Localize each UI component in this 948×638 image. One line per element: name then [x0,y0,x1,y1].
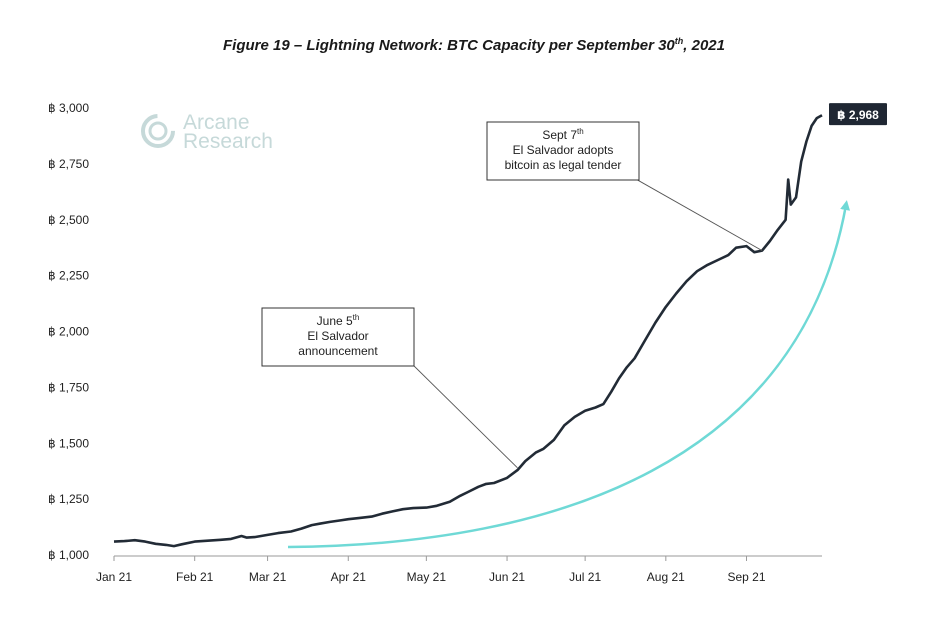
x-axis: Jan 21 Feb 21 Mar 21 Apr 21 May 21 Jun 21 Jul … [96,555,822,584]
y-tick-label: ฿ 2,000 [48,325,89,339]
annotation-line: bitcoin as legal tender [505,158,622,172]
value-badge-label: ฿ 2,968 [837,108,879,122]
annotation-line: announcement [298,344,378,358]
y-tick-label: ฿ 3,000 [48,101,89,115]
x-tick-label: Aug 21 [647,570,685,584]
annotation-sup: th [353,313,360,322]
y-tick-label: ฿ 1,500 [48,436,89,450]
annotation-box [261,307,415,367]
annotation-leader-line [409,361,518,469]
y-axis: ฿ 1,000 ฿ 1,250 ฿ 1,500 ฿ 1,750 ฿ 2,000 ฿ 2,2… [48,101,89,562]
x-tick-label: Mar 21 [249,570,287,584]
chart-title-main: Figure 19 – Lightning Network: BTC Capac… [223,37,675,54]
annotation-leader-line [633,177,763,251]
annotation-line: El Salvador adopts [513,143,614,157]
chart-title-sup: th [674,36,684,46]
series-line-btc-capacity [113,114,823,548]
x-tick-label: Jun 21 [489,570,525,584]
annotation-line: El Salvador [307,329,368,343]
x-tick-label: Jan 21 [96,570,132,584]
annotation-box [486,121,640,181]
y-tick-label: ฿ 2,500 [48,213,89,227]
x-tick-label: Sep 21 [727,570,765,584]
annotation-line: Sept 7th [542,127,583,142]
y-tick-label: ฿ 2,250 [48,269,89,283]
chart-title-suffix: , 2021 [683,37,725,54]
y-tick-label: ฿ 1,750 [48,380,89,394]
annotation-line: June 5th [317,313,360,328]
y-tick-label: ฿ 1,000 [48,548,89,562]
value-badge-box [829,103,887,126]
chart-title: Figure 19 – Lightning Network: BTC Capac… [0,36,948,54]
x-tick-label: Jul 21 [569,570,601,584]
y-tick-label: ฿ 2,750 [48,157,89,171]
arcane-logo-icon [141,114,175,148]
logo-line-1: Arcane [183,111,250,134]
annotation-sup: th [577,127,584,136]
logo-line-2: Research [183,130,273,153]
growth-arrow [287,200,851,549]
arcane-research-logo: Arcane Research [141,111,273,153]
value-badge: ฿ 2,968 [829,103,887,126]
x-tick-label: Feb 21 [176,570,214,584]
y-tick-label: ฿ 1,250 [48,492,89,506]
x-tick-label: Apr 21 [331,570,367,584]
x-tick-label: May 21 [407,570,447,584]
